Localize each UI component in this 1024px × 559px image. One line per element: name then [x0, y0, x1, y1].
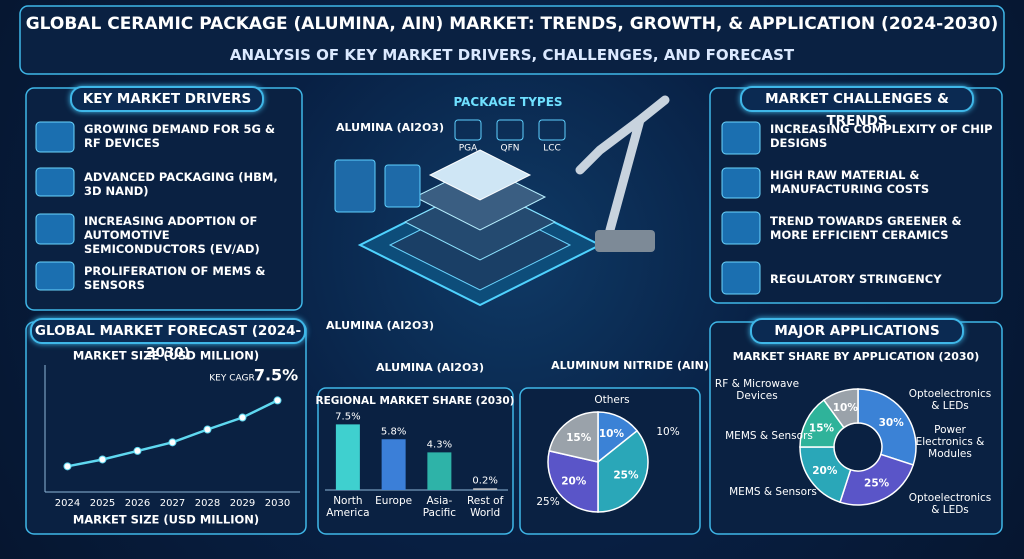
driver-item: INCREASING ADOPTION OF AUTOMOTIVE SEMICO… — [84, 214, 260, 256]
value-label: 25% — [613, 469, 639, 481]
header-panel — [19, 5, 1005, 75]
slice — [547, 449, 599, 513]
value-label: 20% — [812, 465, 838, 477]
slice — [548, 411, 599, 463]
slice — [839, 453, 915, 506]
value-label: 15% — [566, 432, 592, 444]
challenge-item: REGULATORY STRINGENCY — [770, 272, 942, 286]
package-type: LCC — [543, 144, 561, 154]
value-label: 7.5% — [335, 411, 360, 422]
x-tick-label: 2024 — [55, 498, 80, 509]
value-label: 25% — [864, 478, 890, 490]
driver-item: PROLIFERATION OF MEMS & SENSORS — [84, 264, 266, 292]
slice — [857, 388, 917, 466]
x-tick-label: North America — [326, 495, 370, 519]
value-label: 20% — [561, 475, 587, 487]
challenge-item: HIGH RAW MATERIAL & MANUFACTURING COSTS — [770, 168, 930, 196]
x-tick-label: 2030 — [265, 498, 290, 509]
drivers-title: KEY MARKET DRIVERS — [70, 86, 264, 112]
value-label: 30% — [879, 417, 905, 429]
slice — [822, 388, 859, 429]
bar — [381, 439, 406, 490]
applications-title: MAJOR APPLICATIONS — [750, 318, 964, 344]
point — [63, 462, 72, 471]
x-tick-label: Europe — [375, 495, 413, 507]
material-label: ALUMINA (AI2O3) — [376, 361, 484, 374]
driver-item: ADVANCED PACKAGING (HBM, 3D NAND) — [84, 170, 278, 198]
category-label: Others — [594, 394, 629, 406]
challenge-item: INCREASING COMPLEXITY OF CHIP DESIGNS — [770, 122, 993, 150]
point — [203, 425, 212, 434]
category-label: MEMS & Sensors — [729, 486, 817, 498]
material-label: ALUMINUM NITRIDE (AIN) — [551, 359, 709, 372]
category-label: Optoelectronics & LEDs — [908, 388, 992, 412]
x-tick-label: 2029 — [230, 498, 255, 509]
x-tick-label: 2025 — [90, 498, 115, 509]
x-tick-label: 2028 — [195, 498, 220, 509]
annotation: Power Electronics & Modules — [915, 424, 985, 460]
bar — [473, 488, 498, 490]
title: GLOBAL CERAMIC PACKAGE (ALUMINA, AIN) MA… — [25, 14, 999, 34]
package-type: PGA — [459, 144, 478, 154]
challenge-item: TREND TOWARDS GREENER & MORE EFFICIENT C… — [770, 214, 962, 242]
icons — [35, 121, 761, 295]
regional-panel — [317, 387, 514, 535]
annotation: KEY CAGR — [209, 374, 254, 384]
value-label: 10% — [599, 428, 625, 440]
chip-illustration — [334, 95, 670, 307]
chart-title: MARKET SHARE BY APPLICATION (2030) — [733, 350, 979, 363]
value-label: 15% — [809, 422, 835, 434]
material-label: ALUMINA (AI2O3) — [336, 121, 444, 134]
point — [133, 446, 142, 455]
annotation: 7.5% — [254, 366, 298, 385]
annotation: 25% — [536, 496, 559, 508]
forecast-title: GLOBAL MARKET FORECAST (2024-2030) — [30, 318, 306, 361]
point — [98, 455, 107, 464]
x-tick-label: Rest of World — [466, 495, 504, 519]
bar — [427, 452, 452, 490]
value-label: 5.8% — [381, 426, 406, 437]
point — [273, 396, 282, 405]
annotation: 10% — [656, 426, 679, 438]
x-axis-label: MARKET SIZE (USD MILLION) — [73, 513, 259, 527]
point — [168, 438, 177, 447]
value-label: 4.3% — [427, 439, 452, 450]
x-tick-label: Asia-Pacific — [422, 495, 457, 519]
x-tick-label: 2026 — [125, 498, 150, 509]
chart-title: MARKET SIZE (USD MILLION) — [73, 349, 259, 363]
category-label: Optoelectronics & LEDs — [908, 492, 992, 516]
x-tick-label: 2027 — [160, 498, 185, 509]
package-type: QFN — [501, 144, 520, 154]
challenges-title: MARKET CHALLENGES & TRENDS — [740, 86, 974, 129]
value-label: 0.2% — [472, 475, 497, 486]
point — [238, 413, 247, 422]
material-label: ALUMINA (AI2O3) — [326, 319, 434, 332]
slice — [597, 429, 649, 513]
bar — [335, 424, 360, 490]
category-label: RF & Microwave Devices — [714, 378, 800, 402]
value-label: 10% — [833, 402, 859, 414]
package-title: PACKAGE TYPES — [453, 95, 563, 109]
chart-title: REGIONAL MARKET SHARE (2030) — [316, 395, 515, 407]
category-label: MEMS & Sensors — [725, 430, 813, 442]
subtitle: ANALYSIS OF KEY MARKET DRIVERS, CHALLENG… — [229, 46, 795, 64]
driver-item: GROWING DEMAND FOR 5G & RF DEVICES — [84, 122, 275, 150]
